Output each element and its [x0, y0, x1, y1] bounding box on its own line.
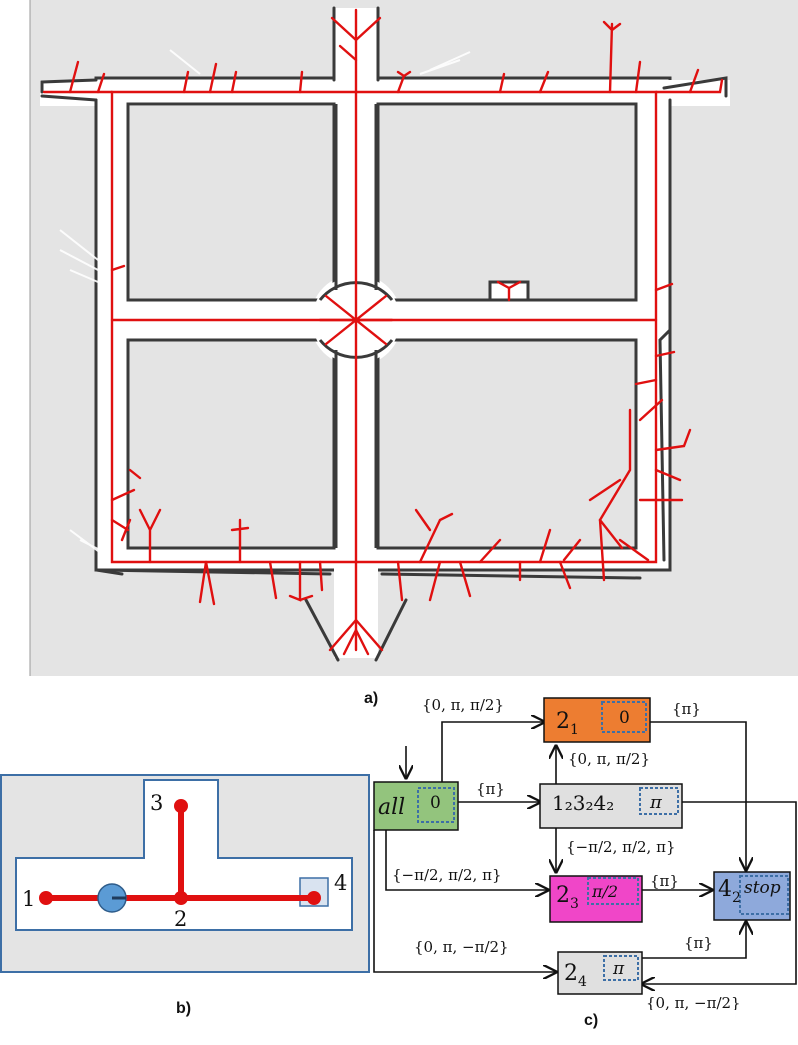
node-label-1: 1: [22, 887, 35, 911]
state-main-1232-42: 1₂3₂4₂: [552, 791, 614, 815]
state-node-all[interactable]: all 0: [373, 781, 459, 831]
transition-edges: [373, 722, 797, 984]
edge-label-2-4-to-4-2: {π}: [684, 934, 713, 952]
state-main-all: all: [378, 795, 405, 820]
state-node-1232-42[interactable]: 1₂3₂4₂ π: [539, 783, 683, 829]
state-inner-1232-42: π: [649, 792, 663, 813]
node-label-2: 2: [174, 907, 187, 931]
sensor-noise: [59, 49, 471, 561]
state-node-2-4[interactable]: 2 4 π: [557, 951, 643, 995]
state-inner-2-4: π: [612, 959, 625, 979]
node-label-3: 3: [150, 791, 163, 815]
state-main-2-4: 2: [564, 961, 578, 986]
state-inner-2-1: 0: [619, 708, 630, 728]
node-dot-2: [174, 891, 188, 905]
state-main-2-1: 2: [556, 709, 570, 734]
caption-a: a): [364, 690, 379, 707]
edge-label-1232-to-2-3: {−π/2, π/2, π}: [566, 838, 676, 856]
node-dot-1: [39, 891, 53, 905]
edge-label-1232-to-2-4: {0, π, −π/2}: [646, 994, 741, 1010]
skeleton-graph: [42, 8, 724, 656]
state-sub-2-1: 1: [570, 722, 579, 738]
caption-c: c): [584, 1012, 599, 1029]
state-main-4-2: 4: [718, 877, 732, 902]
node-dot-3: [174, 799, 188, 813]
edge-label-2-1-to-4-2: {π}: [672, 700, 701, 718]
state-sub-2-3: 3: [570, 896, 579, 912]
node-dot-4: [307, 891, 321, 905]
caption-b: b): [176, 1000, 192, 1017]
panel-c-state-diagram: all 0 2 1 0 1₂3₂4₂ π 2 3 π/2 4 2 stop 2 …: [373, 696, 797, 1010]
state-node-2-1[interactable]: 2 1 0: [543, 697, 651, 743]
occupancy-map: [29, 0, 798, 676]
state-node-4-2[interactable]: 4 2 stop: [713, 871, 791, 921]
state-inner-2-3: π/2: [591, 882, 618, 901]
state-sub-4-2: 2: [732, 890, 741, 906]
node-label-4: 4: [334, 871, 347, 895]
edge-label-1232-to-2-1: {0, π, π/2}: [568, 750, 650, 768]
edge-label-all-to-2-4: {0, π, −π/2}: [414, 938, 509, 956]
state-main-2-3: 2: [556, 883, 570, 908]
panel-b-schematic: 1 2 3 4: [0, 774, 370, 973]
state-node-2-3[interactable]: 2 3 π/2: [549, 875, 643, 923]
edge-label-all-to-1232: {π}: [476, 780, 505, 798]
edge-label-all-to-2-3: {−π/2, π/2, π}: [392, 866, 502, 884]
edge-label-2-3-to-4-2: {π}: [650, 872, 679, 890]
edge-label-all-to-2-1: {0, π, π/2}: [422, 696, 504, 714]
state-inner-4-2: stop: [744, 878, 781, 898]
state-inner-all: 0: [430, 793, 441, 813]
state-sub-2-4: 4: [578, 974, 587, 990]
